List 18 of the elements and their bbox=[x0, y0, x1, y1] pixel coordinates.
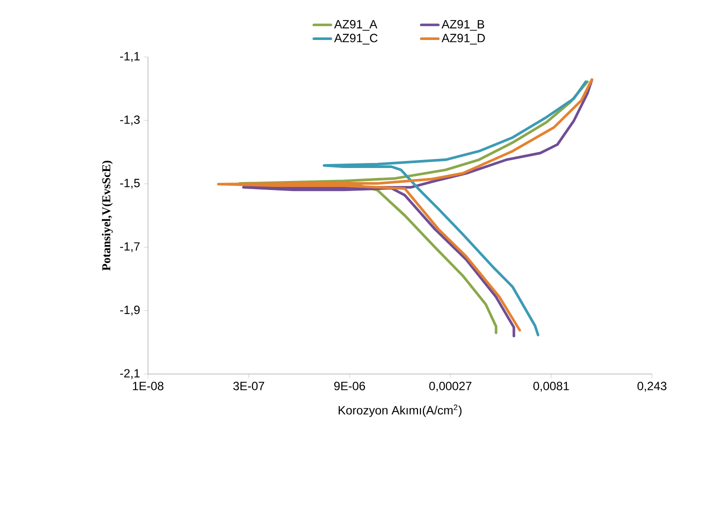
y-axis-title: Potansiyel,V(EvsScE) bbox=[102, 160, 113, 271]
y-tick-label: -1,5 bbox=[120, 178, 140, 189]
legend-label: AZ91_D bbox=[442, 34, 485, 45]
y-tick-label: -1,7 bbox=[120, 242, 140, 252]
x-tick-label: 0,00027 bbox=[429, 382, 472, 392]
x-tick-label: 9E-06 bbox=[334, 382, 366, 390]
x-tick-label: 0,243 bbox=[638, 382, 666, 392]
x-tick-label: 0,0081 bbox=[533, 382, 569, 392]
y-tick-label: -1,9 bbox=[120, 306, 140, 316]
legend-label: AZ91_B bbox=[442, 20, 484, 31]
x-tick-label: 1E-08 bbox=[132, 382, 164, 390]
legend-label: AZ91_A bbox=[334, 20, 378, 31]
y-tick-label: -1,1 bbox=[120, 52, 140, 62]
x-tick-label: 3E-07 bbox=[233, 382, 264, 390]
legend-label: AZ91_C bbox=[334, 34, 378, 45]
y-tick-label: -2,1 bbox=[120, 369, 140, 379]
x-axis-title: Korozyon Akımı(A/cm$^{2}$) bbox=[338, 404, 462, 417]
y-tick-label: -1,3 bbox=[120, 115, 140, 126]
